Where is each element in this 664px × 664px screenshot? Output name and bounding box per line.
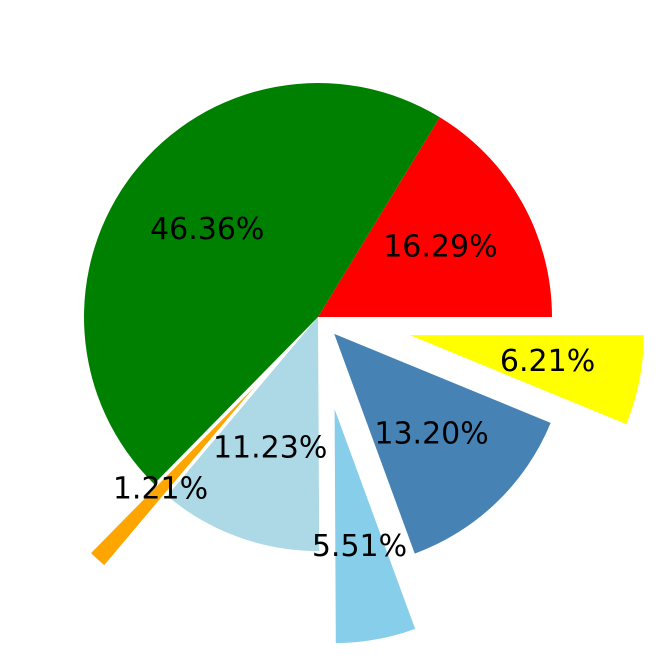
pie-slice <box>409 335 644 425</box>
slice-label: 11.23% <box>213 431 327 466</box>
slice-label: 16.29% <box>383 230 497 265</box>
pie-slice <box>318 117 552 317</box>
slice-label: 46.36% <box>150 212 264 247</box>
pie-slice <box>167 317 320 552</box>
slice-label: 6.21% <box>500 344 595 379</box>
pie-slice <box>83 82 440 484</box>
pie-slice <box>91 386 256 566</box>
slice-label: 5.51% <box>312 529 407 564</box>
slice-label: 13.20% <box>374 417 488 452</box>
slice-label: 1.21% <box>113 472 208 507</box>
pie-slice <box>334 333 551 554</box>
pie-slice <box>334 409 416 644</box>
